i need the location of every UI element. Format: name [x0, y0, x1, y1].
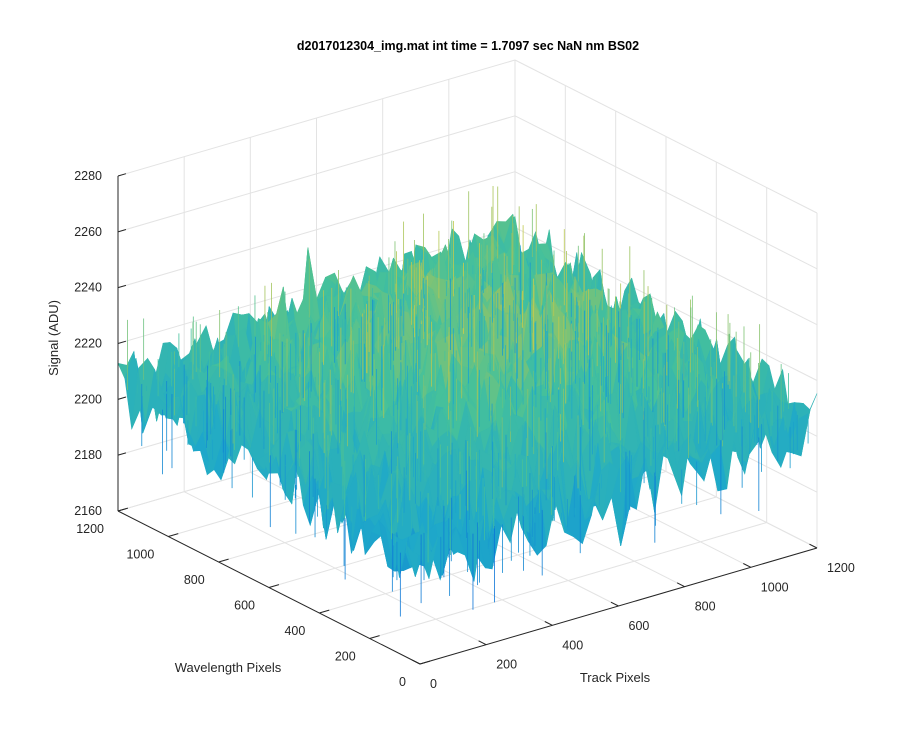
z-tick	[117, 173, 127, 177]
x-tick	[610, 601, 619, 607]
x-tick	[809, 543, 818, 549]
x-tick	[478, 640, 487, 646]
z-tick	[117, 340, 127, 344]
y-tick	[419, 660, 431, 665]
tick-labels: 0 200 400 600 800 1000 1200 0 200 400 600 800 1000 12…	[74, 169, 855, 691]
y-tick	[168, 533, 179, 537]
y-axis-label: Wavelength Pixels	[175, 660, 282, 675]
x-tick-label: 200	[496, 658, 517, 672]
x-axis-label: Track Pixels	[580, 670, 651, 685]
z-axis-label: Signal (ADU)	[46, 300, 61, 376]
z-tick-label: 2200	[74, 392, 102, 406]
x-tick	[412, 659, 421, 665]
z-tick	[117, 508, 127, 512]
z-tick-label: 2260	[74, 225, 102, 239]
y-tick-label: 400	[284, 624, 305, 638]
y-tick-label: 800	[184, 573, 205, 587]
x-tick-label: 600	[629, 619, 650, 633]
surface-mesh	[117, 186, 818, 617]
y-tick-label: 1200	[76, 522, 104, 536]
z-tick	[117, 452, 127, 456]
z-tick	[117, 284, 127, 289]
y-tick-label: 600	[234, 599, 255, 613]
y-tick	[268, 584, 280, 588]
z-tick-label: 2240	[74, 281, 102, 295]
x-tick	[544, 621, 553, 626]
y-tick-label: 1000	[126, 548, 154, 562]
x-tick-label: 1000	[761, 580, 789, 594]
z-tick-label: 2180	[74, 448, 102, 462]
x-tick-label: 0	[430, 677, 437, 691]
y-tick-label: 0	[399, 675, 406, 689]
z-tick	[117, 229, 127, 233]
chart-title: d2017012304_img.mat int time = 1.7097 se…	[297, 39, 639, 53]
z-tick	[117, 396, 127, 400]
x-tick	[676, 582, 685, 588]
y-tick	[319, 609, 330, 614]
x-tick-label: 400	[562, 638, 583, 652]
x-tick-label: 1200	[827, 561, 855, 575]
z-tick-label: 2160	[74, 504, 102, 518]
y-tick	[369, 635, 380, 639]
z-tick-label: 2220	[74, 337, 102, 351]
z-tick-label: 2280	[74, 169, 102, 183]
x-tick-label: 800	[695, 600, 716, 614]
x-tick	[743, 563, 752, 568]
y-tick	[218, 558, 229, 563]
y-tick-label: 200	[335, 650, 356, 664]
